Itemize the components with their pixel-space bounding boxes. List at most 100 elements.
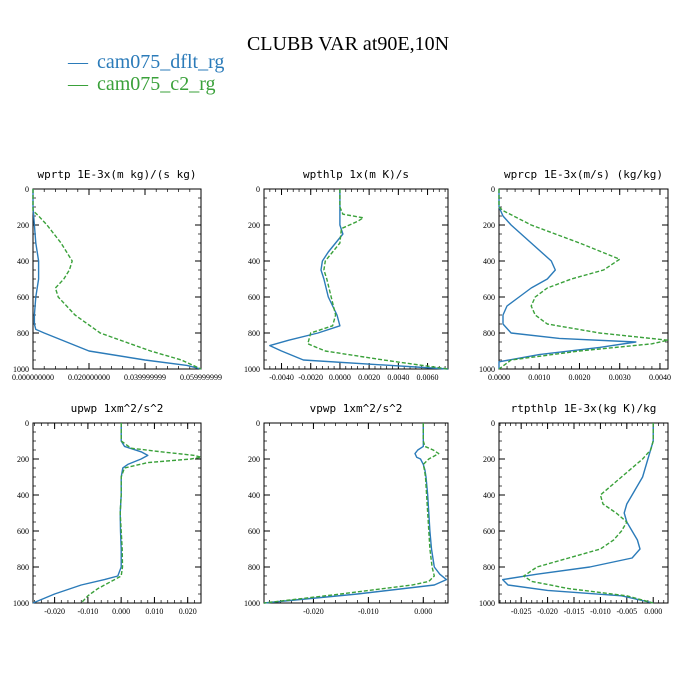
plot-frame [263,422,449,604]
chart-panel-4: upwp 1xm^2/s^2 0 200 400 600 800 1000 -0.020 -0.… [13,402,202,616]
panels: wprtp 1E-3x(m kg)/(s kg) 0 200 400 600 800 100… [12,168,671,616]
figure-title: CLUBB VAR at90E,10N [247,33,449,55]
y-tick-label: 400 [248,257,260,266]
y-tick-label: 1000 [479,599,495,608]
x-tick-label: 0.059999999 [180,373,222,382]
series-line-dflt [263,423,448,604]
chart-panel-1: wprtp 1E-3x(m kg)/(s kg) 0 200 400 600 800 100… [12,168,222,382]
x-tick-label: 0.0010 [528,373,550,382]
panel-title: wpthlp 1x(m K)/s [303,168,409,181]
panel-title: wprcp 1E-3x(m/s) (kg/kg) [504,168,663,181]
y-tick-label: 400 [248,491,260,500]
y-tick-label: 800 [17,329,29,338]
series-line-c2 [498,189,669,370]
y-tick-label: 0 [256,419,260,428]
x-tick-label: 0.0020 [568,373,590,382]
chart-panel-3: wprcp 1E-3x(m/s) (kg/kg) 0 200 400 600 800 100… [479,168,671,382]
y-tick-label: 1000 [244,365,260,374]
y-tick-label: 600 [248,527,260,536]
y-tick-label: 600 [17,293,29,302]
y-tick-label: 0 [491,419,495,428]
legend-marker-c2: — [67,73,89,95]
y-tick-label: 200 [248,455,260,464]
x-tick-label: 0.0000 [488,373,510,382]
series-line-dflt [32,423,149,604]
x-tick-label: -0.020 [537,607,558,616]
x-tick-label: 0.0040 [387,373,409,382]
panel-title: upwp 1xm^2/s^2 [71,402,164,415]
x-tick-label: 0.020 [179,607,197,616]
y-tick-label: 600 [483,293,495,302]
x-tick-label: 0.0020 [358,373,380,382]
plot-frame [498,188,669,370]
series-line-c2 [263,423,440,604]
x-tick-label: 0.000000000 [12,373,54,382]
legend-entry-dflt: — cam075_dflt_rg [67,51,224,73]
x-tick-label: 0.039999999 [124,373,166,382]
series-line-dflt [32,189,202,370]
panel-title: rtpthlp 1E-3x(kg K)/kg [511,402,657,415]
chart-panel-5: vpwp 1xm^2/s^2 0 200 400 600 800 1000 -0.020 -0.… [244,402,449,616]
series-line-dflt [269,189,449,370]
chart-panel-2: wpthlp 1x(m K)/s 0 200 400 600 800 1000 -0.0040… [244,168,449,382]
y-tick-label: 200 [17,221,29,230]
legend-marker-dflt: — [67,51,89,73]
y-tick-label: 600 [483,527,495,536]
panel-title: wprtp 1E-3x(m kg)/(s kg) [38,168,197,181]
x-tick-label: 0.000 [112,607,130,616]
panel-title: vpwp 1xm^2/s^2 [310,402,403,415]
y-tick-label: 0 [25,185,29,194]
y-tick-label: 400 [17,491,29,500]
y-tick-label: 200 [17,455,29,464]
y-tick-label: 0 [25,419,29,428]
x-tick-label: -0.010 [358,607,379,616]
y-tick-label: 0 [491,185,495,194]
legend-entry-c2: — cam075_c2_rg [67,73,216,95]
series-line-c2 [32,189,202,370]
x-tick-label: -0.0020 [298,373,323,382]
y-tick-label: 400 [17,257,29,266]
x-tick-label: -0.010 [590,607,611,616]
x-tick-label: -0.015 [564,607,585,616]
y-tick-label: 1000 [13,365,29,374]
x-tick-label: 0.020000000 [68,373,110,382]
series-line-c2 [307,189,449,370]
x-tick-label: 0.000 [414,607,432,616]
plot-frame [32,188,202,370]
series-line-c2 [523,423,654,604]
x-tick-label: -0.005 [616,607,637,616]
x-tick-label: -0.020 [44,607,65,616]
y-tick-label: 200 [483,221,495,230]
series-line-c2 [80,423,202,604]
x-tick-label: 0.0040 [649,373,671,382]
y-tick-label: 1000 [13,599,29,608]
y-tick-label: 800 [17,563,29,572]
y-tick-label: 0 [256,185,260,194]
y-tick-label: 800 [248,563,260,572]
y-tick-label: 1000 [479,365,495,374]
x-tick-label: 0.000 [644,607,662,616]
legend: — cam075_dflt_rg — cam075_c2_rg [67,51,224,95]
y-tick-label: 800 [483,329,495,338]
x-tick-label: 0.0000 [329,373,351,382]
series-line-dflt [498,189,637,369]
x-tick-label: -0.020 [303,607,324,616]
y-tick-label: 400 [483,491,495,500]
x-tick-label: 0.010 [145,607,163,616]
y-tick-label: 200 [483,455,495,464]
chart-panel-6: rtpthlp 1E-3x(kg K)/kg 0 200 400 600 800 1000 -… [479,402,669,616]
y-tick-label: 800 [248,329,260,338]
series-line-dflt [502,423,654,604]
x-tick-label: -0.025 [511,607,532,616]
y-tick-label: 800 [483,563,495,572]
y-tick-label: 600 [248,293,260,302]
legend-label-dflt: cam075_dflt_rg [97,51,224,73]
x-tick-label: -0.010 [78,607,99,616]
y-tick-label: 1000 [244,599,260,608]
y-tick-label: 400 [483,257,495,266]
x-tick-label: -0.0040 [269,373,294,382]
y-tick-label: 600 [17,527,29,536]
y-tick-label: 200 [248,221,260,230]
legend-label-c2: cam075_c2_rg [97,73,216,95]
